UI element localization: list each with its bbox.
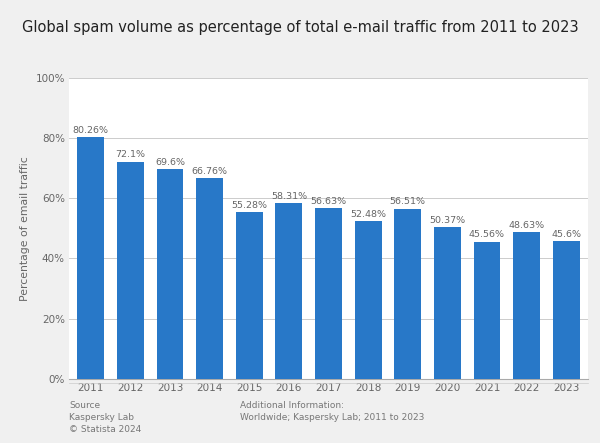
Text: Source
Kaspersky Lab
© Statista 2024: Source Kaspersky Lab © Statista 2024 [69, 401, 141, 434]
Bar [275, 203, 302, 379]
Text: Additional Information:
Worldwide; Kaspersky Lab; 2011 to 2023: Additional Information: Worldwide; Kaspe… [240, 401, 424, 422]
Text: 66.76%: 66.76% [191, 167, 227, 175]
Bar [236, 212, 263, 379]
Bar [77, 137, 104, 379]
Bar [513, 232, 540, 379]
Bar [315, 208, 342, 379]
Text: 56.63%: 56.63% [310, 197, 347, 206]
Text: 55.28%: 55.28% [231, 201, 267, 210]
Text: Global spam volume as percentage of total e-mail traffic from 2011 to 2023: Global spam volume as percentage of tota… [22, 20, 578, 35]
Bar [157, 169, 184, 379]
Text: 50.37%: 50.37% [429, 216, 466, 225]
Bar [434, 227, 461, 379]
Bar [553, 241, 580, 379]
Text: 80.26%: 80.26% [73, 126, 109, 135]
Bar [355, 221, 382, 379]
Text: 45.56%: 45.56% [469, 230, 505, 239]
Bar [196, 178, 223, 379]
Text: 58.31%: 58.31% [271, 192, 307, 201]
Y-axis label: Percentage of email traffic: Percentage of email traffic [20, 156, 30, 300]
Text: 45.6%: 45.6% [551, 230, 581, 239]
Bar [394, 209, 421, 379]
Text: 69.6%: 69.6% [155, 158, 185, 167]
Text: 72.1%: 72.1% [115, 151, 145, 159]
Text: 48.63%: 48.63% [509, 221, 545, 230]
Text: 52.48%: 52.48% [350, 210, 386, 218]
Text: 56.51%: 56.51% [390, 198, 426, 206]
Bar [473, 241, 500, 379]
Bar [117, 162, 144, 379]
